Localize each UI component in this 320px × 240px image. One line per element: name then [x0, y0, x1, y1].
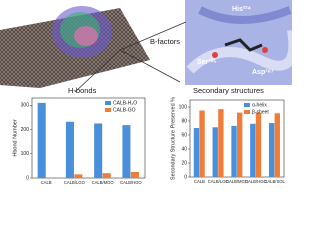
- x-tick-label: CALB/MGO: [92, 180, 115, 185]
- y-tick-label: 0: [184, 174, 187, 180]
- y-tick-label: 60: [181, 132, 187, 138]
- bar: [199, 110, 205, 177]
- y-tick-label: 0: [26, 175, 29, 181]
- arrows: [74, 21, 187, 93]
- bar: [122, 125, 131, 178]
- x-tick-label: CALB/LGO: [208, 179, 230, 184]
- x-tick-label: CALB/HGO: [245, 179, 267, 184]
- y-tick-label: 20: [181, 160, 187, 166]
- bar: [130, 171, 139, 178]
- residue-label: Asp¹⁸⁷: [252, 69, 274, 76]
- legend-label: α-helix: [252, 102, 267, 108]
- bar: [268, 123, 275, 177]
- graphene-illustration: [0, 6, 150, 88]
- y-tick-label: 40: [181, 146, 187, 152]
- bar: [255, 112, 262, 177]
- bar: [102, 173, 111, 178]
- bar: [212, 127, 218, 177]
- legend-label: CALB-H₂O: [113, 100, 137, 106]
- bar: [94, 123, 103, 178]
- bar: [231, 125, 237, 177]
- bar: [274, 113, 280, 177]
- bar: [74, 174, 83, 178]
- legend-swatch: [244, 110, 250, 114]
- bar: [193, 128, 200, 177]
- legend-swatch: [244, 103, 250, 107]
- residue-label: His²²⁴: [232, 6, 252, 13]
- x-tick-label: CALB/HGO: [120, 180, 142, 185]
- residue-label: Ser¹⁰⁵: [197, 58, 217, 66]
- x-tick-label: CALB/SOL: [264, 179, 285, 184]
- x-tick-label: CALB: [194, 179, 205, 184]
- annotation: H-bonds: [68, 86, 97, 95]
- legend-swatch: [105, 101, 111, 105]
- bar: [37, 102, 46, 178]
- bar: [237, 112, 243, 177]
- bar: [250, 123, 256, 177]
- y-tick-label: 80: [181, 118, 187, 124]
- x-tick-label: CALB/LGO: [64, 180, 86, 185]
- legend-label: β-sheet: [252, 109, 269, 115]
- x-tick-label: CALB: [41, 180, 52, 185]
- annotation: Secondary structures: [193, 86, 264, 95]
- y-tick-label: 300: [21, 103, 30, 109]
- plot-frame: [31, 97, 146, 179]
- active-site-illustration: [185, 0, 292, 85]
- bar: [218, 109, 224, 177]
- legend-label: CALB-GO: [113, 107, 136, 113]
- y-tick-label: 100: [21, 151, 30, 157]
- y-axis-label: Secondary Structure Preserved %: [170, 97, 176, 180]
- y-axis-label: Hbond Number: [12, 119, 18, 156]
- bar: [65, 121, 74, 178]
- annotation: B-factors: [150, 37, 180, 46]
- legend-swatch: [105, 108, 111, 112]
- page: His²²⁴ Ser¹⁰⁵ Asp¹⁸⁷ B-factors H-bonds S…: [0, 0, 292, 186]
- y-tick-label: 200: [21, 127, 30, 133]
- x-tick-label: CALB/MGO: [226, 179, 249, 184]
- y-tick-label: 100: [179, 104, 188, 110]
